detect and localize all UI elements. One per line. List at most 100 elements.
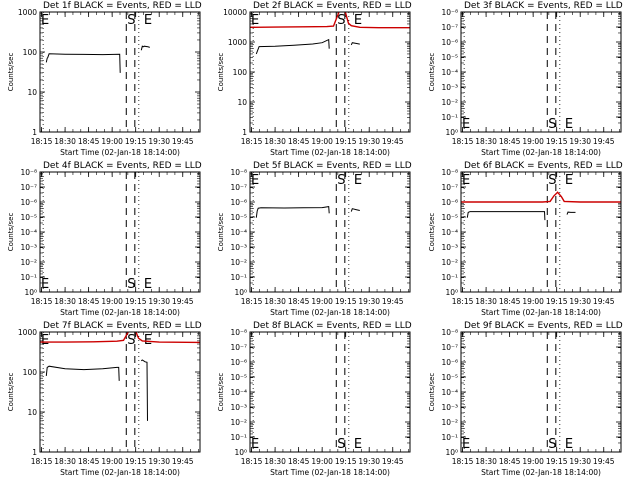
x-tick-label: 19:00 xyxy=(101,457,123,466)
y-tick-label: 1 xyxy=(32,448,37,457)
marker-label-e2: E xyxy=(354,437,362,452)
y-tick-label: 1000 xyxy=(18,328,37,337)
y-tick-label: 10⁻⁷ xyxy=(441,23,458,32)
plot-title: Det 1f BLACK = Events, RED = LLD xyxy=(43,1,202,11)
x-ticks: 18:15 18:30 18:45 19:00 19:15 19:30 19:45 xyxy=(31,12,199,146)
plot-frame xyxy=(249,11,411,133)
y-tick-label: 10⁻² xyxy=(441,258,458,267)
marker-label-e1: E xyxy=(41,277,49,292)
plot-title: Det 3f BLACK = Events, RED = LLD xyxy=(464,1,623,11)
x-tick-label: 19:45 xyxy=(382,457,404,466)
x-tick-label: 19:45 xyxy=(593,137,615,146)
y-tick-label: 10⁻⁸ xyxy=(230,328,247,337)
y-tick-label: 10⁻⁷ xyxy=(441,183,458,192)
series-1-segment-0 xyxy=(255,38,330,55)
y-tick-label: 100 xyxy=(233,68,248,77)
series-0-segment-0 xyxy=(250,12,410,29)
x-ticks: 18:15 18:30 18:45 19:00 19:15 19:30 19:45 xyxy=(31,172,199,306)
y-tick-label: 10⁻⁶ xyxy=(441,38,458,47)
y-tick-label: 10⁻¹ xyxy=(230,273,247,282)
series-group xyxy=(45,45,150,73)
x-tick-label: 19:00 xyxy=(311,297,333,306)
x-tick-label: 18:30 xyxy=(54,297,76,306)
x-tick-label: 19:30 xyxy=(358,457,380,466)
x-axis-label: Start Time (02-Jan-18 18:14:00) xyxy=(60,308,180,317)
y-tick-label: 10⁰ xyxy=(445,128,458,137)
plot-title: Det 7f BLACK = Events, RED = LLD xyxy=(43,321,202,331)
x-tick-label: 19:15 xyxy=(335,297,357,306)
x-tick-label: 18:30 xyxy=(264,137,286,146)
x-ticks: 18:15 18:30 18:45 19:00 19:15 19:30 19:45 xyxy=(241,12,409,146)
x-tick-label: 19:30 xyxy=(569,297,591,306)
x-tick-label: 18:45 xyxy=(499,457,521,466)
x-tick-label: 18:15 xyxy=(452,457,474,466)
y-tick-label: 10⁻⁵ xyxy=(441,53,458,62)
y-tick-label: 10⁻³ xyxy=(441,403,458,412)
plot-frame xyxy=(39,171,201,293)
y-tick-label: 10⁻⁸ xyxy=(441,168,458,177)
series-0-segment-1 xyxy=(350,208,360,212)
y-tick-label: 10⁻⁴ xyxy=(230,388,247,397)
x-tick-label: 19:00 xyxy=(522,137,544,146)
y-axis-label: Counts/sec xyxy=(428,53,436,92)
x-tick-label: 19:45 xyxy=(382,297,404,306)
series-1-segment-1 xyxy=(566,211,576,215)
y-tick-label: 10 xyxy=(27,408,37,417)
series-group xyxy=(461,191,621,221)
x-ticks: 18:15 18:30 18:45 19:00 19:15 19:30 19:45 xyxy=(452,12,620,146)
x-tick-label: 19:30 xyxy=(569,457,591,466)
x-tick-label: 19:45 xyxy=(593,457,615,466)
marker-label-e1: E xyxy=(462,173,470,188)
marker-label-e2: E xyxy=(354,173,362,188)
series-group xyxy=(250,12,410,55)
x-axis-label: Start Time (02-Jan-18 18:14:00) xyxy=(481,468,601,477)
x-tick-label: 18:15 xyxy=(452,137,474,146)
x-tick-label: 19:15 xyxy=(546,137,568,146)
x-tick-label: 18:45 xyxy=(78,137,100,146)
plot-frame xyxy=(460,11,622,133)
x-axis-label: Start Time (02-Jan-18 18:14:00) xyxy=(270,468,390,477)
x-tick-label: 18:45 xyxy=(288,297,310,306)
x-tick-label: 19:15 xyxy=(125,457,147,466)
x-tick-label: 19:00 xyxy=(101,297,123,306)
x-tick-label: 19:00 xyxy=(311,457,333,466)
y-tick-label: 10⁻⁴ xyxy=(441,228,458,237)
x-tick-label: 18:15 xyxy=(31,297,53,306)
x-tick-label: 19:15 xyxy=(546,457,568,466)
marker-label-s: S xyxy=(337,437,345,452)
x-tick-label: 19:00 xyxy=(522,297,544,306)
y-tick-label: 10⁻³ xyxy=(441,83,458,92)
y-tick-label: 100 xyxy=(23,48,38,57)
plot-frame xyxy=(249,331,411,453)
y-tick-label: 10⁻⁷ xyxy=(20,183,37,192)
plot-title: Det 8f BLACK = Events, RED = LLD xyxy=(253,321,412,331)
y-tick-label: 10⁻⁸ xyxy=(441,8,458,17)
y-tick-label: 10⁻¹ xyxy=(441,113,458,122)
y-tick-label: 10⁻² xyxy=(230,418,247,427)
marker-label-s: S xyxy=(337,13,345,28)
y-tick-label: 1000 xyxy=(228,38,247,47)
x-tick-label: 19:45 xyxy=(382,137,404,146)
y-axis-label: Counts/sec xyxy=(7,373,15,412)
plot-title: Det 6f BLACK = Events, RED = LLD xyxy=(464,161,623,171)
x-tick-label: 18:30 xyxy=(475,457,497,466)
marker-label-e2: E xyxy=(144,333,152,348)
y-tick-label: 10⁰ xyxy=(445,288,458,297)
x-tick-label: 18:15 xyxy=(31,457,53,466)
x-tick-label: 18:15 xyxy=(31,137,53,146)
y-tick-label: 10⁻⁴ xyxy=(441,388,458,397)
x-tick-label: 19:45 xyxy=(172,137,194,146)
y-tick-label: 10⁻⁴ xyxy=(20,228,37,237)
detector-plot-2: Det 2f BLACK = Events, RED = LLD Counts/s… xyxy=(217,1,412,157)
detector-plot-8: Det 8f BLACK = Events, RED = LLD Counts/s… xyxy=(217,321,412,477)
series-0-segment-0 xyxy=(40,332,200,344)
y-tick-label: 10⁻³ xyxy=(20,243,37,252)
x-tick-label: 18:15 xyxy=(452,297,474,306)
